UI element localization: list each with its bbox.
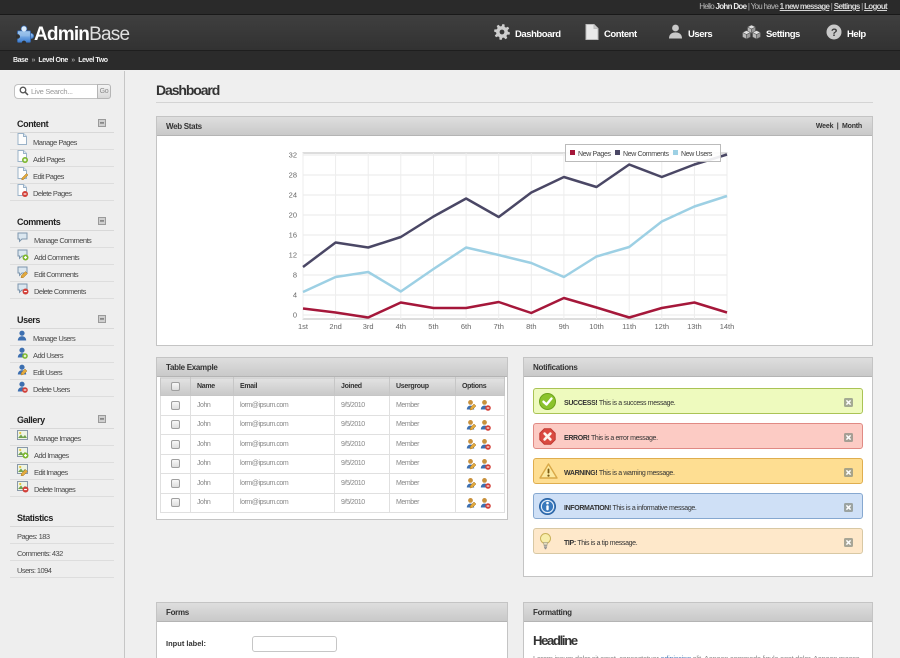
svg-text:11th: 11th bbox=[622, 322, 636, 331]
svg-text:12th: 12th bbox=[654, 322, 669, 331]
svg-text:8th: 8th bbox=[526, 322, 536, 331]
svg-text:New Pages: New Pages bbox=[578, 151, 611, 158]
svg-text:4: 4 bbox=[293, 291, 297, 300]
svg-text:32: 32 bbox=[289, 151, 297, 160]
svg-text:2nd: 2nd bbox=[329, 322, 342, 331]
svg-text:13th: 13th bbox=[687, 322, 702, 331]
svg-text:0: 0 bbox=[293, 311, 297, 320]
svg-text:24: 24 bbox=[289, 191, 297, 200]
svg-text:9th: 9th bbox=[559, 322, 569, 331]
svg-text:7th: 7th bbox=[493, 322, 503, 331]
svg-text:6th: 6th bbox=[461, 322, 471, 331]
svg-text:8: 8 bbox=[293, 271, 297, 280]
svg-text:12: 12 bbox=[289, 251, 297, 260]
svg-text:3rd: 3rd bbox=[363, 322, 374, 331]
svg-text:16: 16 bbox=[289, 231, 297, 240]
svg-text:10th: 10th bbox=[589, 322, 604, 331]
svg-text:28: 28 bbox=[289, 171, 297, 180]
svg-text:4th: 4th bbox=[396, 322, 406, 331]
svg-text:14th: 14th bbox=[720, 322, 735, 331]
svg-text:20: 20 bbox=[289, 211, 297, 220]
svg-text:New Users: New Users bbox=[681, 151, 713, 158]
svg-text:5th: 5th bbox=[428, 322, 438, 331]
svg-text:?: ? bbox=[831, 27, 838, 39]
svg-text:New Comments: New Comments bbox=[623, 151, 669, 158]
svg-text:1st: 1st bbox=[298, 322, 309, 331]
